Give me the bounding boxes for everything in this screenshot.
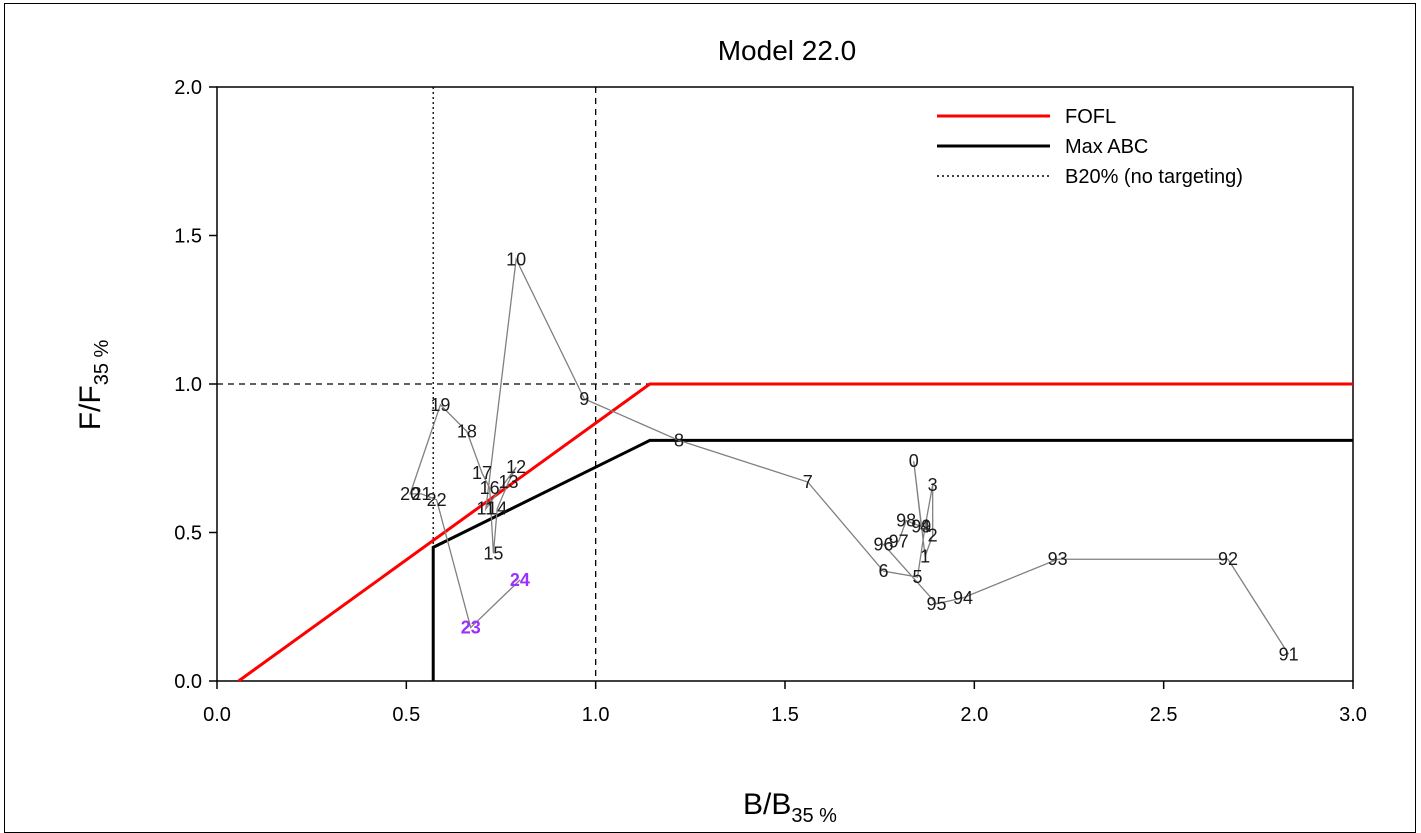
point-label-15: 15 <box>483 543 503 563</box>
fofl-line <box>237 382 1353 683</box>
x-axis-title-sub: 35 % <box>791 805 837 825</box>
point-label-5: 5 <box>913 567 923 587</box>
x-tick-label-0: 0.0 <box>203 704 231 726</box>
point-label-9: 9 <box>579 389 589 409</box>
legend-label-b20: B20% (no targeting) <box>1065 166 1243 188</box>
x-axis-title-main: B/B <box>743 788 791 821</box>
x-tick-label-4: 2.0 <box>960 704 988 726</box>
point-label-95: 95 <box>926 594 946 614</box>
legend-label-maxabc: Max ABC <box>1065 136 1148 158</box>
point-label-19: 19 <box>430 395 450 415</box>
point-label-23: 23 <box>461 618 481 638</box>
point-label-6: 6 <box>878 561 888 581</box>
legend-label-fofl: FOFL <box>1065 106 1116 128</box>
point-label-22: 22 <box>427 490 447 510</box>
point-label-7: 7 <box>803 472 813 492</box>
point-label-93: 93 <box>1048 549 1068 569</box>
point-label-3: 3 <box>928 475 938 495</box>
maxabc-line <box>431 438 1353 681</box>
point-label-92: 92 <box>1218 549 1238 569</box>
x-axis-title: B/B35 % <box>743 788 837 825</box>
point-label-21: 21 <box>411 484 431 504</box>
y-tick-label-0: 0.0 <box>174 671 202 693</box>
point-label-18: 18 <box>457 422 477 442</box>
y-tick-label-1: 0.5 <box>174 523 202 545</box>
point-label-94: 94 <box>953 588 973 608</box>
point-label-24: 24 <box>510 570 530 590</box>
point-label-97: 97 <box>889 531 909 551</box>
point-label-16: 16 <box>480 478 500 498</box>
y-tick-label-3: 1.5 <box>174 226 202 248</box>
y-tick-label-4: 2.0 <box>174 77 202 99</box>
x-tick-label-3: 1.5 <box>771 704 799 726</box>
point-label-17: 17 <box>472 463 492 483</box>
point-label-2: 2 <box>928 525 938 545</box>
point-label-14: 14 <box>487 499 507 519</box>
point-label-11: 11 <box>477 499 496 519</box>
x-tick-label-5: 2.5 <box>1150 704 1178 726</box>
plot-area: 0.0 0.5 1.0 1.5 2.0 2.5 3.00.00.51.01.52.09192… <box>174 77 1367 726</box>
y-axis-title-sub: 35 % <box>91 339 113 385</box>
y-axis-title: F/F35 % <box>74 339 113 430</box>
x-tick-label-1: 0.5 <box>392 704 420 726</box>
point-label-10: 10 <box>506 249 526 269</box>
chart-title: Model 22.0 <box>718 35 857 66</box>
point-label-91: 91 <box>1279 644 1299 664</box>
x-tick-label-2: 1.0 <box>582 704 610 726</box>
point-label-20: 20 <box>400 484 420 504</box>
trajectory-line <box>409 256 1290 655</box>
point-label-4: 4 <box>920 517 930 537</box>
x-tick-label-6: 3.0 <box>1339 704 1367 726</box>
y-tick-label-2: 1.0 <box>174 374 202 396</box>
point-label-0: 0 <box>909 451 919 471</box>
point-label-1: 1 <box>920 546 930 566</box>
point-label-98: 98 <box>896 511 916 531</box>
y-axis-title-main: F/F <box>74 385 107 430</box>
point-label-99: 99 <box>911 517 931 537</box>
point-label-96: 96 <box>873 534 893 554</box>
point-label-8: 8 <box>674 430 684 450</box>
point-label-13: 13 <box>499 472 519 492</box>
point-label-12: 12 <box>506 457 526 477</box>
legend: FOFL Max ABC B20% (no targeting) <box>937 106 1243 188</box>
